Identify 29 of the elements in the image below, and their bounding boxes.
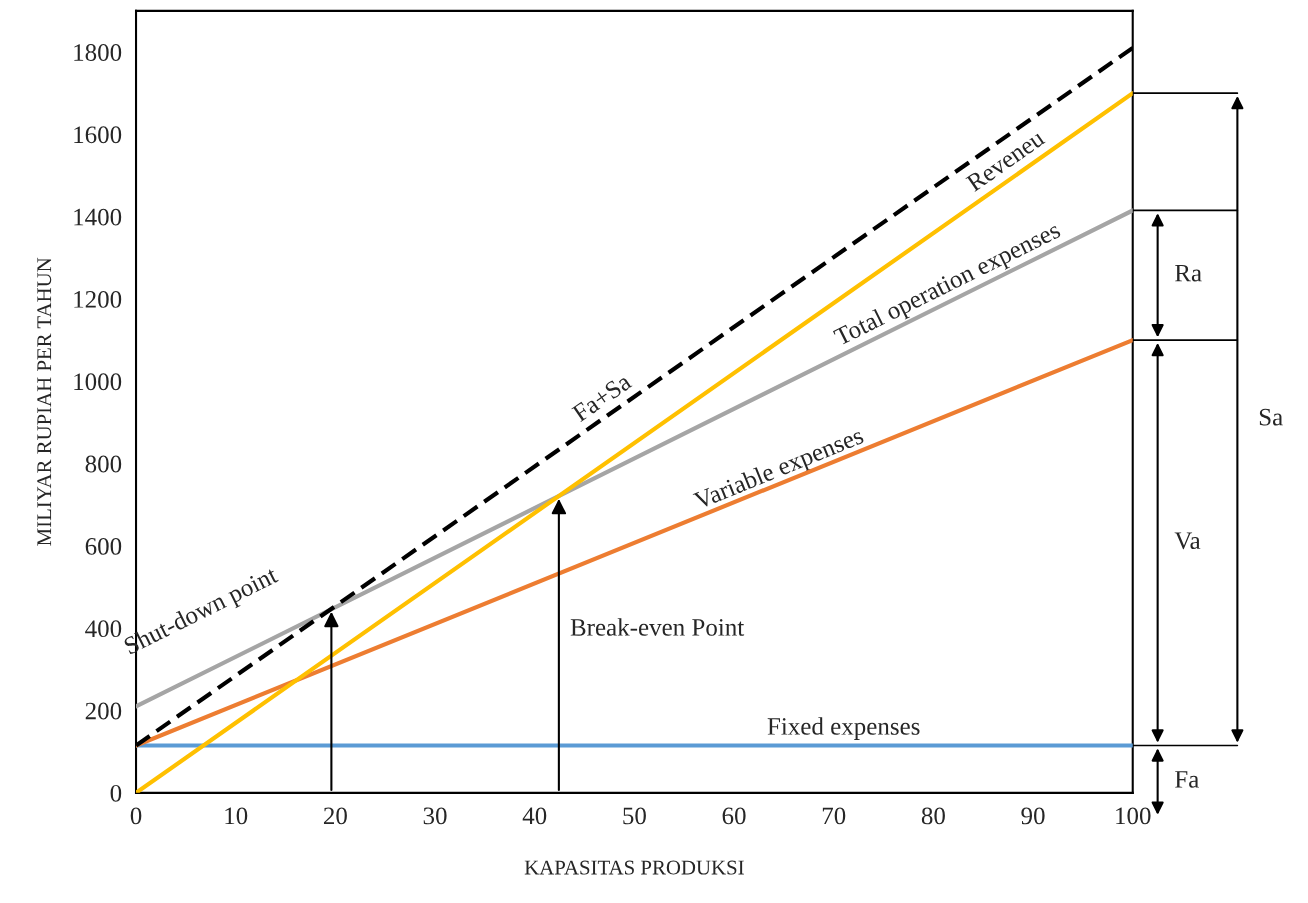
y-tick-label: 1200 [74,290,122,308]
x-tick-label: 70 [822,807,846,825]
y-tick-label: 0 [110,784,122,802]
x-tick-label: 90 [1021,807,1045,825]
x-tick-label: 40 [522,807,547,825]
y-tick-label: 200 [85,702,122,720]
text: Va [1174,532,1201,550]
x-tick-label: 80 [921,807,945,825]
y-tick-label: 400 [85,620,122,638]
x-tick-label: 20 [323,807,347,825]
y-tick-label: 600 [85,537,122,555]
text: Ra [1175,264,1202,282]
x-tick-label: 30 [423,807,447,825]
y-tick-label: 1800 [74,44,122,61]
x-tick-label: 50 [623,807,646,825]
y-tick-label: 1600 [74,126,122,144]
y-axis-title: MILIYAR RUPIAH PER TAHUN [37,257,52,546]
x-tick-label: 100 [1116,807,1151,825]
x-axis-title: KAPASITAS PRODUKSI [524,860,744,875]
x-tick-label: 0 [130,807,142,825]
series-label: Fixed expenses [767,717,920,740]
annotation: Break-even Point [570,618,745,636]
y-tick-label: 1400 [74,208,122,226]
y-tick-label: 800 [85,455,122,473]
x-tick-label: 60 [722,807,746,825]
y-tick-label: 1000 [74,373,122,391]
text: Fa [1175,771,1199,788]
text: Sa [1259,408,1283,426]
x-tick-label: 10 [225,807,248,825]
